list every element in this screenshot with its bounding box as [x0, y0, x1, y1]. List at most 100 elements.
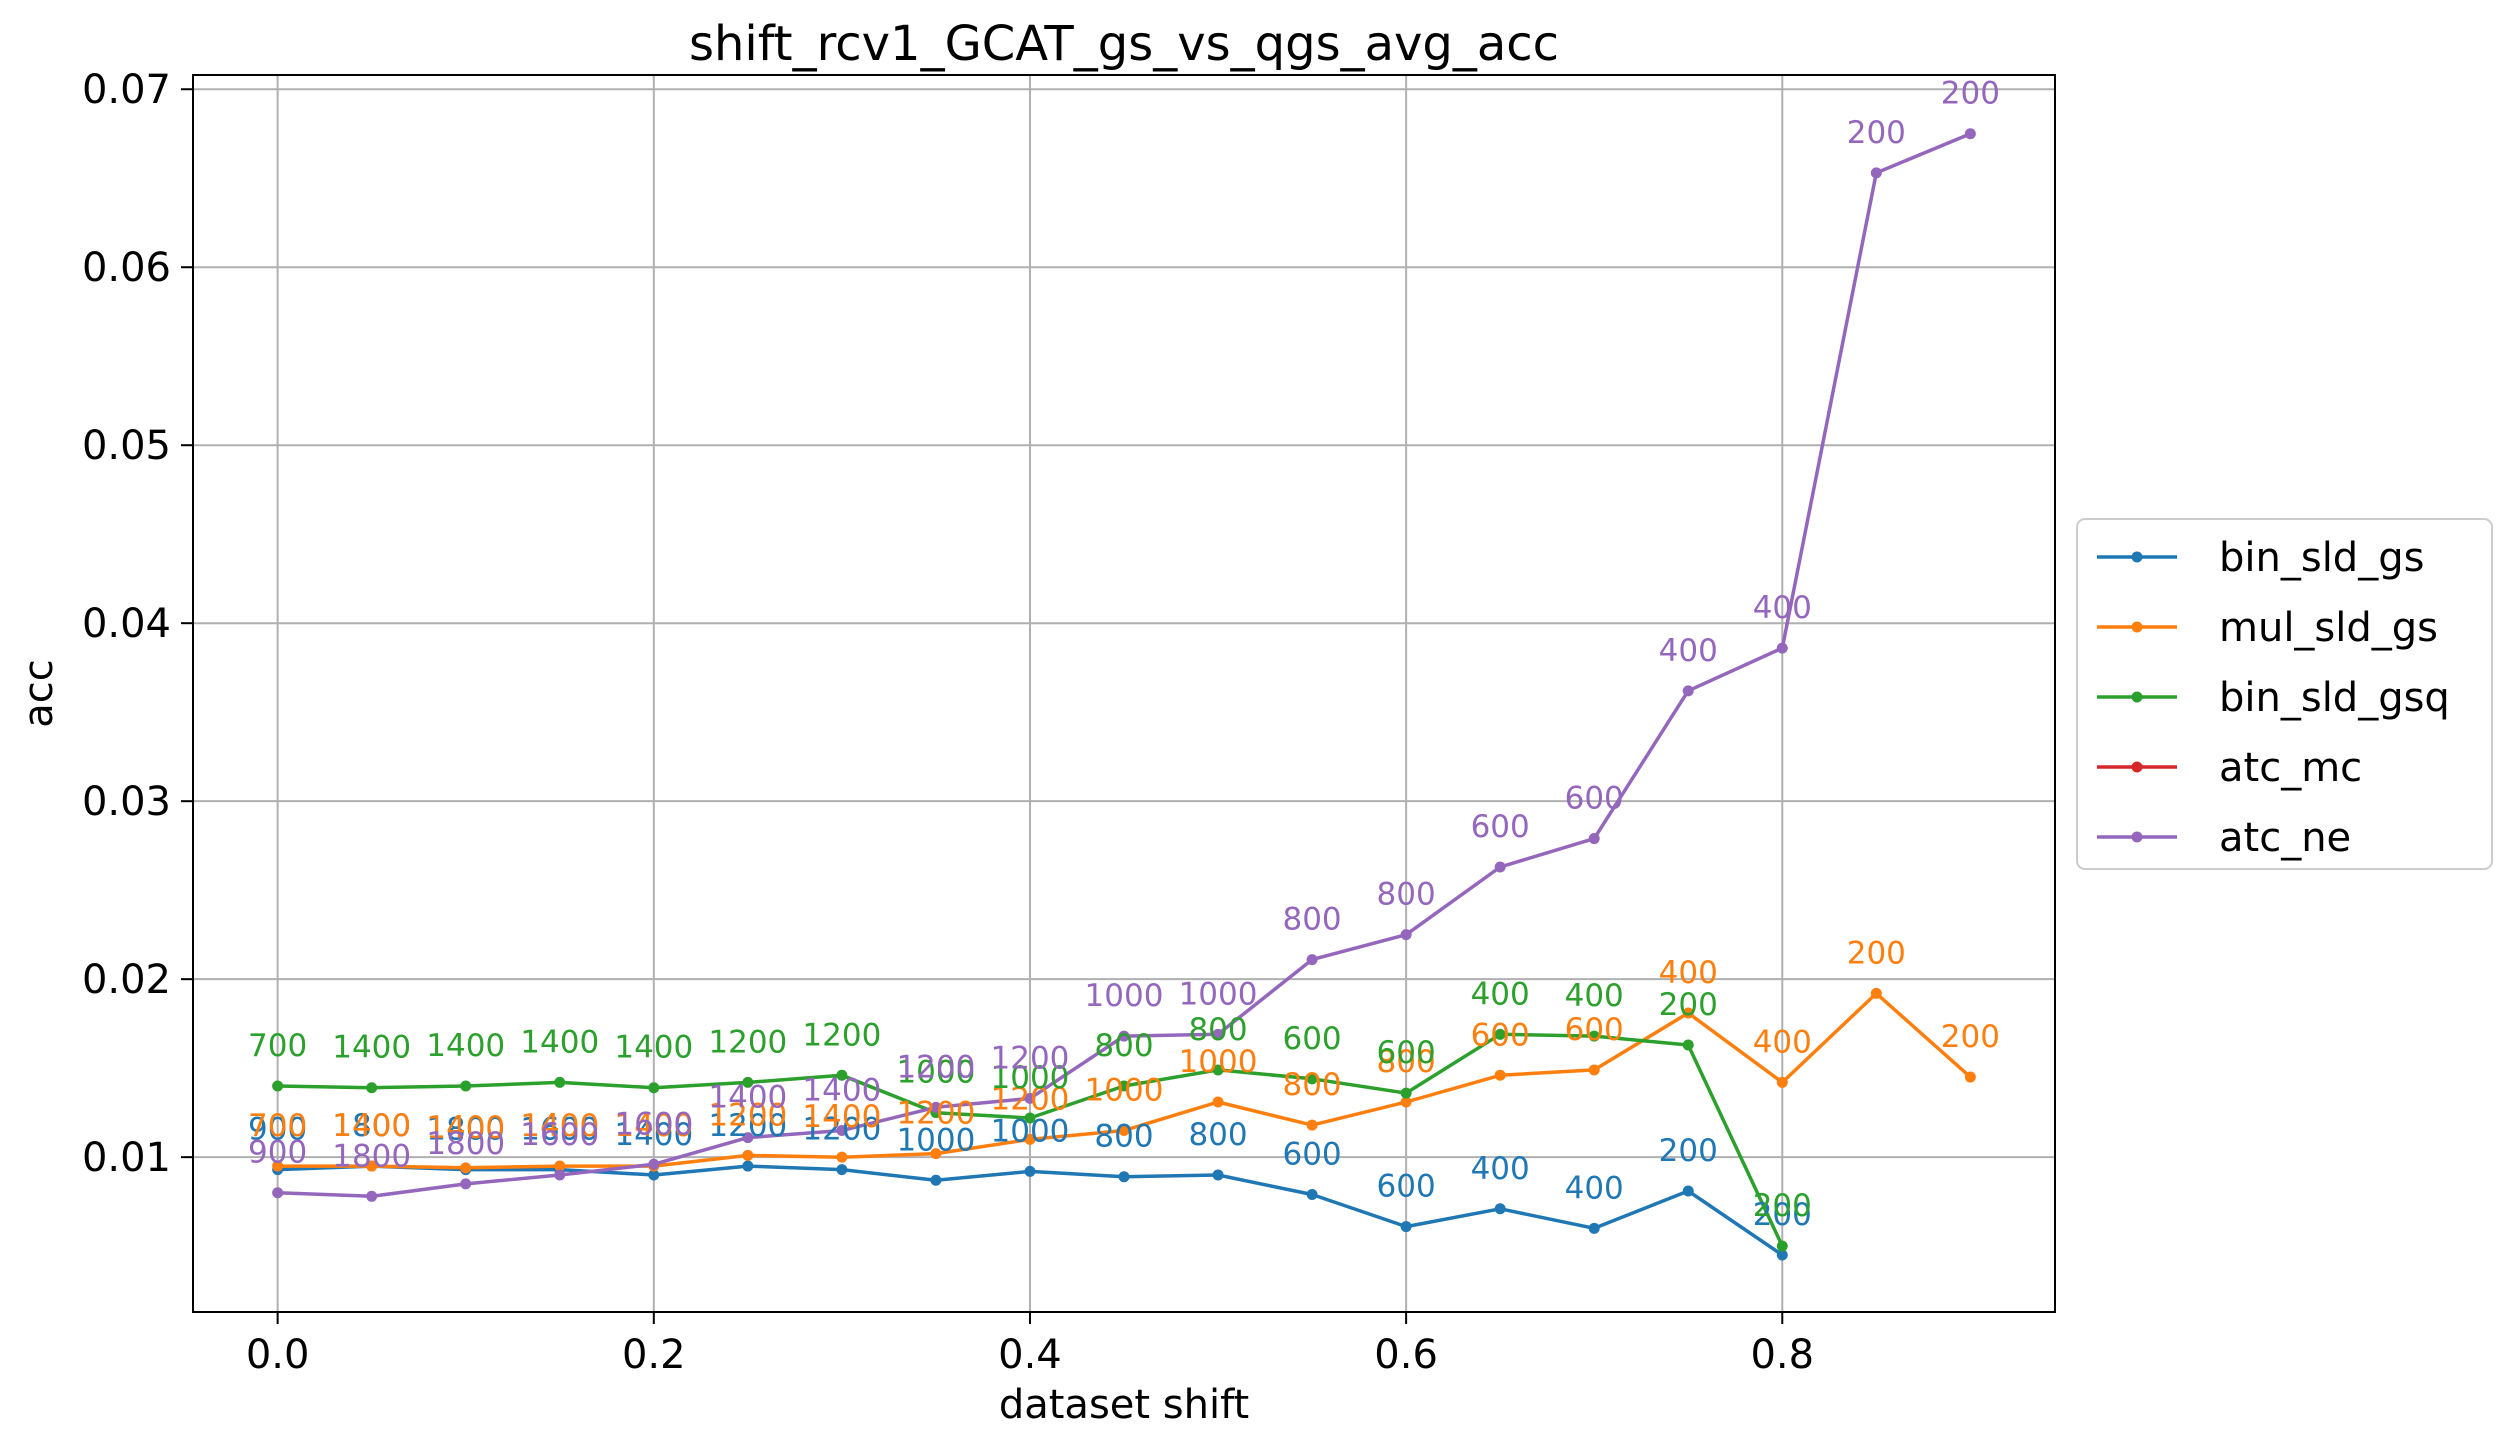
point-label: 1400	[332, 1030, 411, 1066]
data-point	[1682, 1039, 1694, 1051]
data-point	[460, 1178, 472, 1190]
point-label: 1000	[991, 1113, 1070, 1149]
point-label: 1400	[614, 1117, 693, 1153]
point-label: 1400	[614, 1108, 693, 1144]
data-point	[1964, 1071, 1976, 1083]
data-point	[1588, 1064, 1600, 1076]
point-label: 700	[248, 1028, 307, 1064]
data-point	[836, 1124, 848, 1136]
data-point	[836, 1164, 848, 1176]
data-point	[742, 1160, 754, 1172]
point-label: 1400	[802, 1099, 881, 1135]
data-point	[366, 1160, 378, 1172]
point-labels: 900 1800 1800 1600 1400 1200 1200 1000 1000 800 80…	[248, 76, 2000, 1233]
data-point	[836, 1151, 848, 1163]
point-label: 400	[1471, 1151, 1530, 1187]
data-point	[554, 1160, 566, 1172]
data-point	[930, 1101, 942, 1113]
data-point	[1776, 642, 1788, 654]
data-point	[460, 1162, 472, 1174]
point-label: 200	[1753, 1188, 1812, 1224]
point-label: 400	[1565, 978, 1624, 1014]
data-point	[1682, 1007, 1694, 1019]
data-point	[1024, 1092, 1036, 1104]
point-label: 400	[1565, 1170, 1624, 1206]
point-label: 1200	[708, 1108, 787, 1144]
data-point	[1024, 1112, 1036, 1124]
point-label: 600	[1565, 1012, 1624, 1048]
grid	[193, 75, 2055, 1312]
point-label: 600	[1471, 809, 1530, 845]
point-label: 1200	[896, 1049, 975, 1085]
data-point	[366, 1082, 378, 1094]
data-point	[1870, 167, 1882, 179]
point-label: 800	[1377, 877, 1436, 913]
y-axis-label: acc	[16, 659, 62, 728]
data-point	[836, 1069, 848, 1081]
point-label: 400	[1753, 1024, 1812, 1060]
point-label: 1400	[520, 1108, 599, 1144]
legend-swatch-marker	[2131, 831, 2143, 843]
y-tick-label: 0.05	[82, 423, 171, 469]
data-point	[742, 1149, 754, 1161]
data-point	[1964, 128, 1976, 140]
y-tick-label: 0.03	[82, 779, 171, 825]
point-label: 800	[1188, 1012, 1247, 1048]
point-label: 800	[1094, 1028, 1153, 1064]
x-tick-label: 0.6	[1374, 1332, 1438, 1378]
y-tick-label: 0.04	[82, 601, 171, 647]
point-label: 1000	[896, 1122, 975, 1158]
series-mul_sld_gs	[272, 987, 1976, 1174]
data-point	[366, 1190, 378, 1202]
point-label: 1200	[991, 1040, 1070, 1076]
data-point	[1400, 1087, 1412, 1099]
legend: bin_sld_gs mul_sld_gs bin_sld_gsq atc_mcatc…	[2076, 518, 2493, 870]
data-point	[1118, 1080, 1130, 1092]
point-label: 1000	[896, 1055, 975, 1091]
data-point	[1494, 1203, 1506, 1215]
data-point	[460, 1080, 472, 1092]
data-point	[648, 1169, 660, 1181]
series-atc_ne	[272, 128, 1976, 1202]
data-point	[1494, 1028, 1506, 1040]
y-tick-label: 0.01	[82, 1135, 171, 1181]
point-label: 200	[1659, 1133, 1718, 1169]
legend-swatch-marker	[2131, 761, 2143, 773]
point-label: 1200	[802, 1017, 881, 1053]
point-label: 800	[1282, 902, 1341, 938]
plot-frame	[192, 74, 2056, 1313]
point-label: 900	[248, 1112, 307, 1148]
point-label: 200	[1847, 935, 1906, 971]
point-label: 1200	[991, 1081, 1070, 1117]
legend-label: mul_sld_gs	[2219, 605, 2438, 651]
series-bin_sld_gsq	[272, 1028, 1788, 1252]
data-point	[1588, 1030, 1600, 1042]
plot-series	[272, 128, 1976, 1261]
legend-item-bin_sld_gsq: bin_sld_gsq	[2097, 675, 2450, 721]
legend-label: bin_sld_gs	[2219, 535, 2424, 581]
point-label: 1400	[520, 1024, 599, 1060]
data-point	[1400, 929, 1412, 941]
data-point	[1588, 1222, 1600, 1234]
y-tick-label: 0.06	[82, 245, 171, 291]
point-label: 900	[248, 1135, 307, 1171]
point-label: 1000	[1179, 976, 1258, 1012]
point-label: 1800	[332, 1108, 411, 1144]
data-point	[554, 1169, 566, 1181]
point-label: 800	[1094, 1119, 1153, 1155]
x-tick-label: 0.4	[998, 1332, 1062, 1378]
data-point	[1212, 1096, 1224, 1108]
legend-item-bin_sld_gs: bin_sld_gs	[2097, 535, 2424, 581]
data-point	[742, 1132, 754, 1144]
chart-title: shift_rcv1_GCAT_gs_vs_qgs_avg_acc	[689, 16, 1559, 72]
point-label: 600	[1377, 1035, 1436, 1071]
point-label: 400	[1659, 633, 1718, 669]
y-tick-label: 0.02	[82, 957, 171, 1003]
axis-ticks: 0.0 0.2 0.4 0.6 0.8 0.01 0.02 0.03 0.04 0.05 0.06 0…	[82, 67, 1814, 1378]
point-label: 1800	[426, 1126, 505, 1162]
data-point	[1118, 1171, 1130, 1183]
point-label: 800	[1282, 1067, 1341, 1103]
x-axis-label: dataset shift	[999, 1382, 1249, 1428]
data-point	[1212, 1028, 1224, 1040]
